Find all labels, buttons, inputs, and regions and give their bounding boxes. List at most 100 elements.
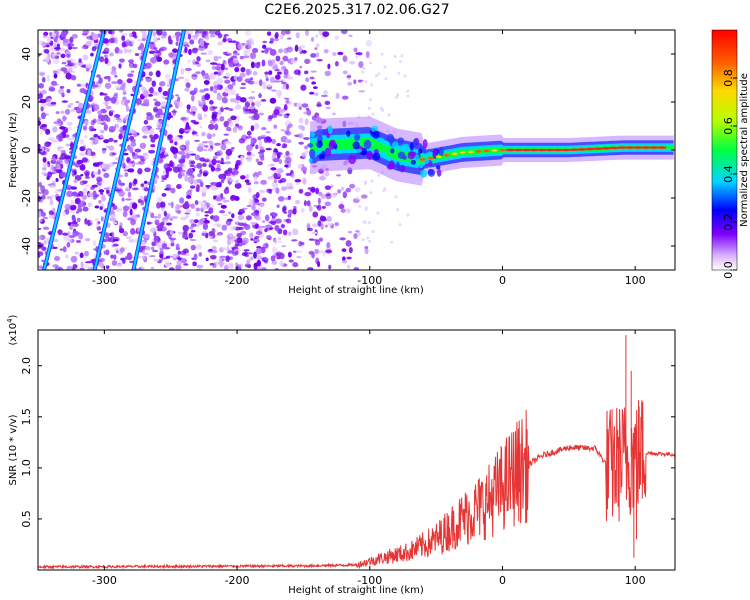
noise-blob [98, 189, 105, 193]
noise-blob [253, 80, 259, 85]
noise-blob [123, 169, 128, 172]
noise-blob [38, 117, 41, 121]
noise-blob [180, 169, 186, 173]
spectrogram-y-ticks: -40 -20 0 20 40 [20, 47, 675, 255]
noise-blob [165, 184, 172, 189]
noise-blob [102, 93, 108, 96]
noise-blob [234, 163, 239, 170]
noise-blob [165, 167, 173, 172]
noise-blob [302, 137, 310, 140]
noise-blob [255, 144, 259, 150]
noise-blob [66, 190, 74, 197]
noise-blob [334, 61, 339, 67]
noise-blob [62, 246, 67, 253]
noise-blob [305, 30, 309, 36]
noise-blob [278, 240, 283, 243]
noise-blob [308, 205, 313, 212]
noise-blob [324, 100, 331, 106]
noise-blob [77, 203, 82, 209]
noise-blob [76, 159, 84, 164]
noise-blob [271, 181, 279, 188]
noise-blob [67, 60, 72, 64]
noise-blob [215, 63, 222, 66]
x-tick-label: 100 [625, 274, 646, 287]
noise-blob [204, 72, 209, 80]
noise-blob [300, 84, 307, 91]
y-tick-label: 20 [20, 95, 33, 109]
noise-blob [251, 154, 256, 157]
noise-blob [221, 224, 228, 231]
noise-blob [118, 174, 124, 178]
noise-blob [248, 96, 256, 100]
colorbar-tick-label: 0.4 [722, 165, 735, 183]
noise-blob [192, 261, 197, 267]
noise-blob [143, 233, 150, 239]
noise-blob [125, 39, 131, 47]
noise-blob [306, 109, 312, 116]
noise-blob [189, 164, 195, 168]
signal-blob [371, 125, 379, 133]
noise-blob [282, 143, 288, 149]
noise-blob [255, 158, 260, 163]
noise-blob [214, 142, 221, 146]
noise-blob [322, 31, 330, 37]
noise-blob [360, 194, 368, 199]
noise-blob [96, 118, 102, 125]
noise-blob [304, 70, 309, 75]
noise-blob [100, 216, 104, 222]
noise-blob [114, 46, 120, 54]
noise-blob [246, 68, 251, 76]
noise-blob [126, 78, 133, 84]
noise-blob [178, 76, 185, 79]
noise-blob [284, 197, 292, 201]
noise-blob [228, 88, 236, 95]
noise-blob [253, 262, 260, 267]
noise-blob [248, 43, 252, 50]
noise-blob [301, 152, 307, 158]
noise-blob [194, 154, 201, 161]
noise-blob [285, 113, 290, 116]
noise-blob [122, 210, 128, 218]
noise-blob [342, 70, 348, 75]
noise-blob [164, 73, 171, 80]
noise-blob [104, 82, 112, 89]
noise-blob [277, 48, 284, 54]
noise-blob [179, 146, 185, 149]
noise-blob [84, 184, 90, 188]
noise-blob [72, 264, 78, 269]
noise-blob [105, 145, 111, 148]
signal-peak [467, 150, 474, 154]
noise-blob [283, 104, 288, 111]
noise-blob [299, 44, 306, 49]
noise-blob [80, 174, 84, 177]
noise-blob [154, 101, 161, 107]
noise-blob [180, 216, 187, 221]
noise-blob [159, 247, 164, 251]
noise-blob [272, 212, 278, 217]
noise-blob [52, 264, 59, 268]
noise-blob [177, 172, 183, 179]
noise-blob [82, 187, 88, 195]
noise-blob [301, 103, 309, 108]
noise-blob [245, 157, 251, 160]
signal-peak [475, 150, 482, 153]
noise-blob [175, 94, 179, 97]
noise-blob [298, 117, 304, 124]
signal-peak [561, 148, 572, 152]
noise-blob [199, 181, 204, 188]
noise-blob [243, 249, 250, 252]
noise-blob [369, 98, 373, 102]
noise-blob [45, 98, 51, 102]
noise-blob [143, 153, 149, 161]
noise-blob [341, 95, 349, 100]
noise-blob [220, 177, 225, 184]
noise-blob [124, 100, 128, 107]
noise-blob [246, 151, 252, 156]
noise-blob [72, 61, 78, 69]
noise-blob [50, 101, 57, 105]
noise-blob [83, 264, 90, 268]
noise-blob [92, 171, 99, 176]
noise-blob [231, 40, 237, 43]
noise-blob [273, 80, 281, 83]
noise-blob [295, 199, 301, 205]
